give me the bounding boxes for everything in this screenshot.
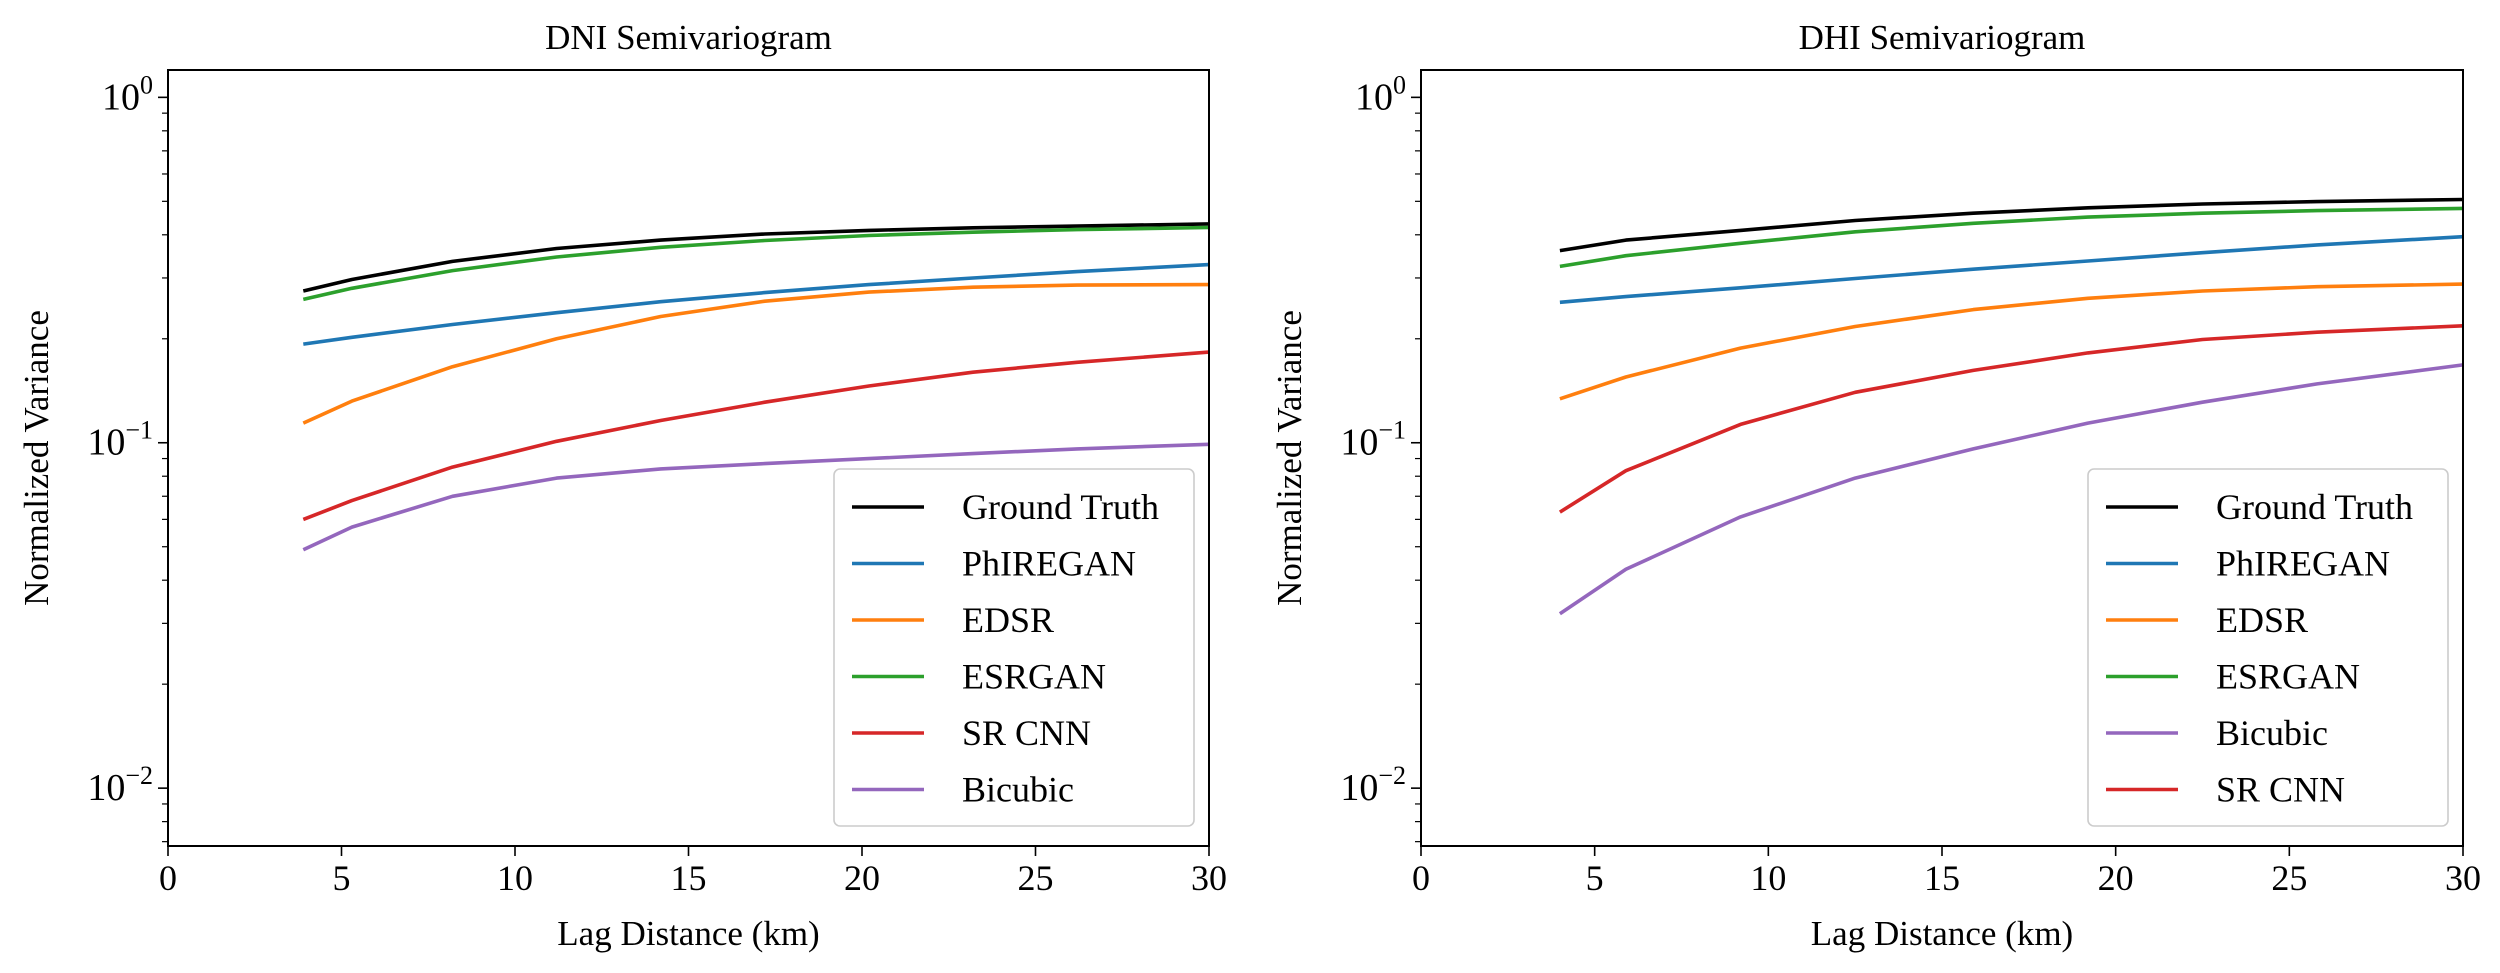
y-tick-label: 10−1 <box>1340 416 1406 464</box>
y-axis-label: Normalized Variance <box>17 310 56 606</box>
legend-label: Ground Truth <box>962 487 1159 527</box>
x-tick-label: 0 <box>1412 858 1430 898</box>
legend-label: PhIREGAN <box>2216 544 2390 584</box>
legend-frame <box>2087 468 2449 827</box>
legend-label: SR CNN <box>962 713 1091 753</box>
legend-label: SR CNN <box>2216 770 2345 810</box>
y-tick-label-base: 10 <box>102 76 140 118</box>
legend: Ground Truth PhIREGAN EDSR ESRGAN Bicubic SR … <box>2087 468 2449 827</box>
x-axis-label: Lag Distance (km) <box>1811 914 2073 953</box>
x-tick-label: 20 <box>2098 858 2134 898</box>
legend-frame <box>833 468 1195 827</box>
chart-title: DHI Semivariogram <box>1799 18 2086 57</box>
y-tick-label-exponent: 0 <box>1393 70 1406 99</box>
y-tick-label-exponent: −2 <box>125 761 153 790</box>
y-tick-label-base: 10 <box>1340 767 1378 809</box>
series-line-esrgan <box>302 225 1210 302</box>
y-tick-label-base: 10 <box>1340 422 1378 464</box>
x-tick-label: 30 <box>2445 858 2481 898</box>
series-line-edsr <box>302 282 1210 425</box>
legend-label: Ground Truth <box>2216 487 2413 527</box>
y-tick-label-exponent: −1 <box>125 416 153 445</box>
series-line-sr-cnn <box>1558 324 2464 514</box>
y-tick-label: 10−2 <box>1340 761 1406 809</box>
x-tick-label: 25 <box>2271 858 2307 898</box>
y-tick-label-exponent: −1 <box>1378 416 1406 445</box>
legend-label: PhIREGAN <box>962 544 1136 584</box>
y-tick-label-exponent: 0 <box>140 70 153 99</box>
x-tick-label: 15 <box>1924 858 1960 898</box>
y-tick-label-exponent: −2 <box>1378 761 1406 790</box>
series-line-bicubic <box>302 442 1210 552</box>
legend-label: EDSR <box>2216 600 2308 640</box>
x-tick-label: 10 <box>1750 858 1786 898</box>
y-tick-label: 100 <box>102 70 153 118</box>
series-line-phiregan <box>303 262 1210 346</box>
legend-label: ESRGAN <box>2216 657 2360 697</box>
x-axis-label: Lag Distance (km) <box>557 914 819 953</box>
x-tick-label: 5 <box>1586 858 1604 898</box>
y-axis-label: Normalized Variance <box>1270 310 1309 606</box>
x-tick-label: 0 <box>159 858 177 898</box>
legend-label: EDSR <box>962 600 1054 640</box>
legend-label: Bicubic <box>2216 713 2328 753</box>
legend: Ground Truth PhIREGAN EDSR ESRGAN SR CNN Bicu… <box>833 468 1195 827</box>
x-tick-label: 20 <box>844 858 880 898</box>
series-line-ground-truth <box>302 222 1210 293</box>
y-tick-label-base: 10 <box>87 422 125 464</box>
series-line-phiregan <box>1559 234 2464 305</box>
legend-label: Bicubic <box>962 770 1074 810</box>
x-tick-label: 10 <box>497 858 533 898</box>
x-tick-label: 15 <box>671 858 707 898</box>
series-line-ground-truth <box>1559 197 2464 253</box>
series-line-sr-cnn <box>302 350 1210 522</box>
y-tick-label: 100 <box>1355 70 1406 118</box>
y-tick-label-base: 10 <box>87 767 125 809</box>
series-line-esrgan <box>1559 206 2464 269</box>
series-line-edsr <box>1559 282 2464 401</box>
x-tick-label: 25 <box>1018 858 1054 898</box>
x-tick-label: 30 <box>1191 858 1227 898</box>
x-tick-label: 5 <box>333 858 351 898</box>
y-tick-label: 10−1 <box>87 416 153 464</box>
y-tick-label: 10−2 <box>87 761 153 809</box>
legend-label: ESRGAN <box>962 657 1106 697</box>
y-tick-label-base: 10 <box>1355 76 1393 118</box>
series-line-bicubic <box>1558 363 2464 616</box>
chart-title: DNI Semivariogram <box>545 18 832 57</box>
